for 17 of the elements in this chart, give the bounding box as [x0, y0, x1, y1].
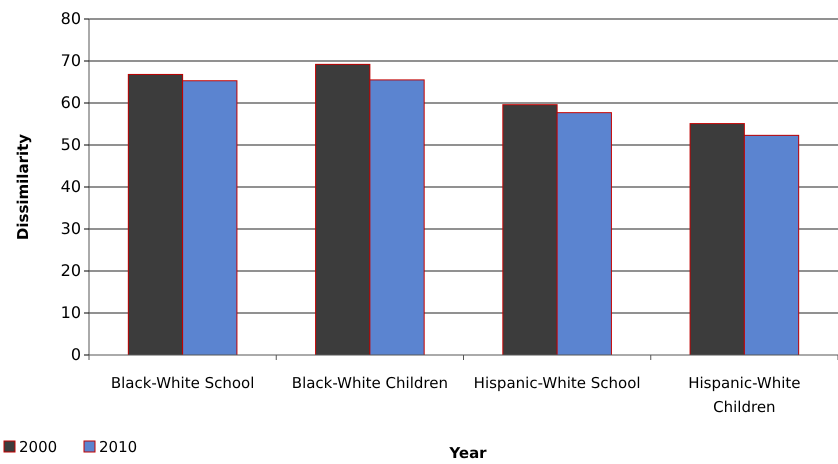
x-tick-label: Black-White Children — [292, 374, 448, 392]
y-tick-label: 40 — [60, 177, 81, 196]
y-tick-label: 0 — [70, 345, 81, 364]
x-tick-label: Black-White School — [110, 374, 254, 392]
x-tick-label: Hispanic-White School — [474, 374, 641, 392]
x-tick-label: Hispanic-White Children — [688, 374, 801, 416]
y-tick-label: 20 — [60, 261, 81, 280]
y-tick-label: 80 — [60, 9, 81, 28]
y-tick-label: 30 — [60, 219, 81, 238]
y-tick-label: 70 — [60, 51, 81, 70]
y-axis-title: Dissimilarity — [14, 134, 32, 240]
y-tick-label: 10 — [60, 303, 81, 322]
legend-label: 2010 — [99, 438, 138, 456]
y-tick-label: 60 — [60, 93, 81, 112]
y-tick-label: 50 — [60, 135, 81, 154]
x-axis-title: Year — [448, 444, 488, 462]
legend-label: 2000 — [19, 438, 58, 456]
